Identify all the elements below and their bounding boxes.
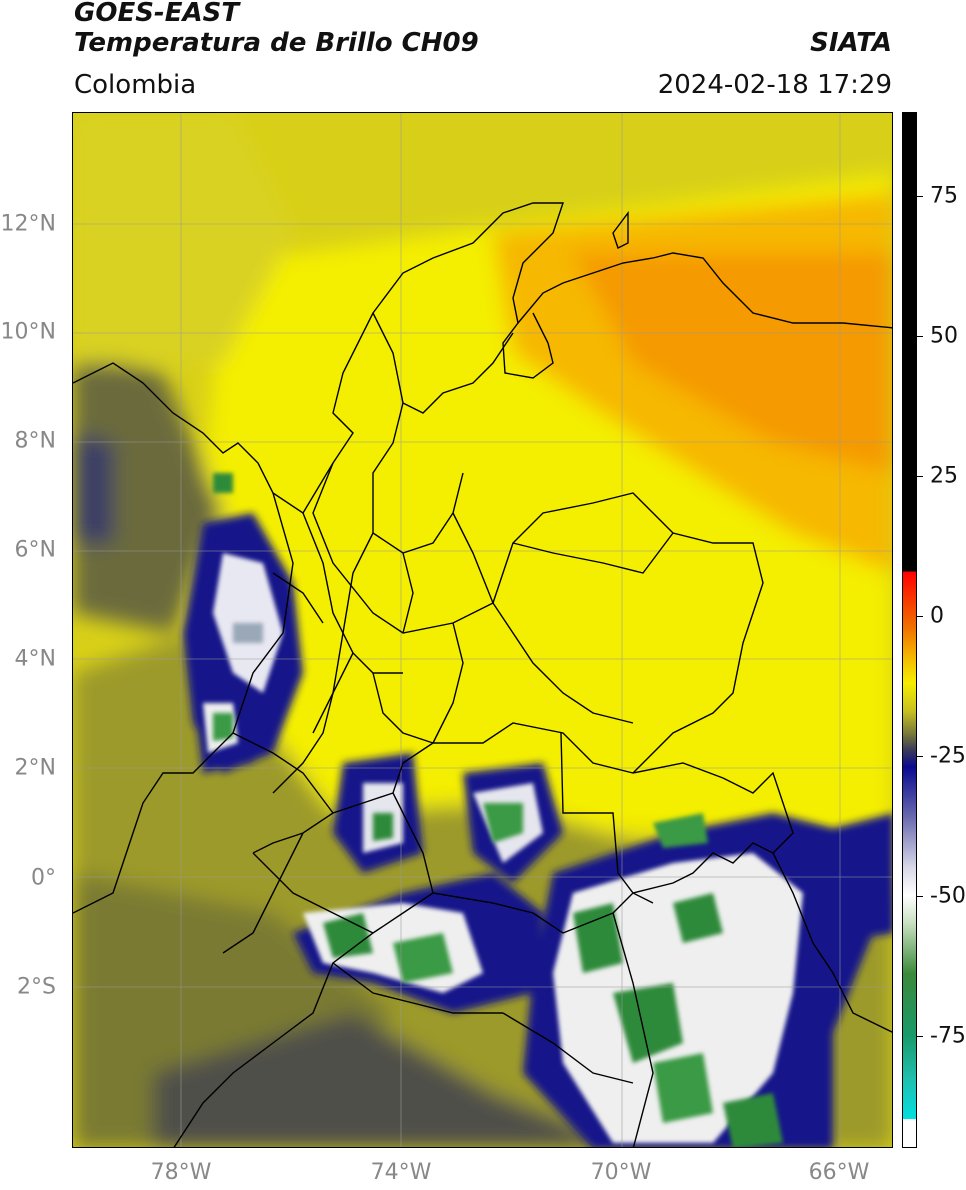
colorbar-tick-mark [917, 756, 923, 757]
lat-label-2s: 2°S [17, 974, 56, 1000]
lon-label-78w: 78°W [150, 1160, 212, 1185]
colorbar-tick-mark [917, 1036, 923, 1037]
colorbar-tick-mark [917, 616, 923, 617]
datetime-label: 2024-02-18 17:29 [657, 70, 892, 100]
title-satellite: GOES-EAST [74, 0, 240, 28]
colorbar-tick-mark [917, 476, 923, 477]
lat-label-4n: 4°N [14, 646, 56, 672]
satellite-map [72, 112, 893, 1148]
convective-clouds [183, 473, 892, 1147]
lon-label-70w: 70°W [590, 1160, 652, 1185]
colorbar-tick-mark [917, 196, 923, 197]
map-svg [73, 113, 892, 1147]
borders [73, 202, 892, 1147]
lat-label-8n: 8°N [14, 428, 56, 454]
colorbar-tick-mark [917, 336, 923, 337]
title-product: Temperatura de Brillo CH09 [74, 28, 479, 58]
lon-label-74w: 74°W [370, 1160, 432, 1185]
org-label: SIATA [810, 28, 892, 58]
lat-label-0: 0° [31, 865, 56, 891]
colorbar-tick-mark [917, 896, 923, 897]
lat-label-10n: 10°N [0, 319, 56, 345]
colorbar-tick-label: 0 [930, 603, 944, 629]
lat-label-2n: 2°N [14, 755, 56, 781]
colorbar-tick-label: 75 [930, 183, 958, 209]
colorbar-tick-label: -25 [930, 743, 966, 769]
lat-label-12n: 12°N [0, 211, 56, 237]
lon-label-66w: 66°W [808, 1160, 870, 1185]
colorbar-tick-label: 25 [930, 463, 958, 489]
colorbar-tick-label: -50 [930, 883, 966, 909]
colorbar-tick-label: -75 [930, 1023, 966, 1049]
lat-label-6n: 6°N [14, 537, 56, 563]
region-label: Colombia [74, 70, 197, 100]
colorbar [902, 112, 917, 1148]
colorbar-tick-label: 50 [930, 323, 958, 349]
